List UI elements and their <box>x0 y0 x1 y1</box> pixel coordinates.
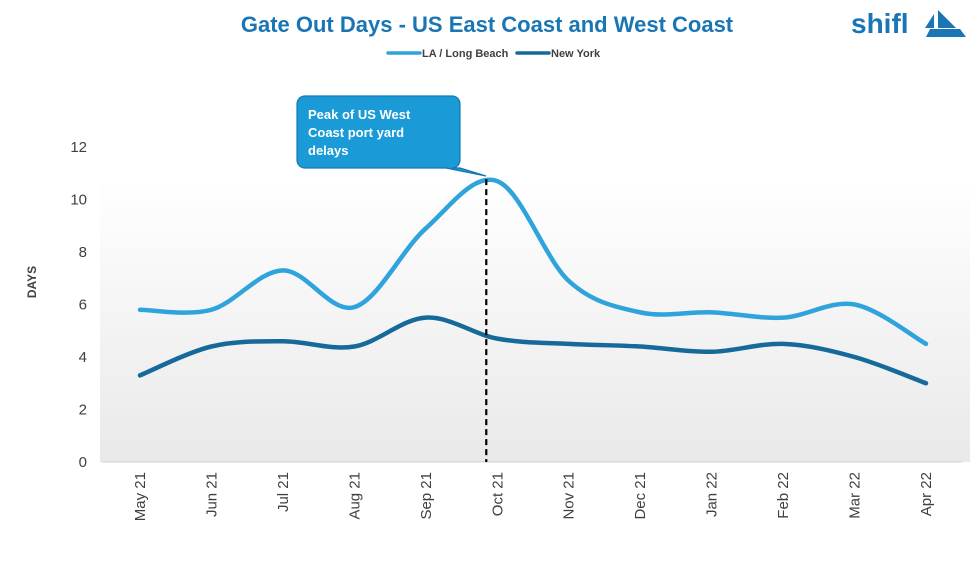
y-axis-label: DAYS <box>25 266 39 298</box>
y-tick-label: 0 <box>79 454 87 471</box>
peak-callout: Peak of US West Coast port yard delays <box>296 95 487 177</box>
x-tick-label: Oct 21 <box>489 472 506 516</box>
x-tick-label: Nov 21 <box>561 472 578 520</box>
x-tick-label: Sep 21 <box>418 472 435 520</box>
logo-text: shifl <box>851 8 909 39</box>
y-tick-label: 12 <box>70 139 87 156</box>
legend-label-la: LA / Long Beach <box>422 48 509 60</box>
x-tick-label: Jul 21 <box>275 472 292 512</box>
y-tick-label: 6 <box>79 297 87 314</box>
chart-title: Gate Out Days - US East Coast and West C… <box>241 12 734 37</box>
x-tick-label: Jan 22 <box>704 472 721 517</box>
series-line-new-york <box>137 315 929 386</box>
legend: LA / Long Beach New York <box>386 48 601 60</box>
y-tick-label: 2 <box>79 402 87 419</box>
series-group <box>137 177 929 386</box>
x-tick-label: Apr 22 <box>918 472 935 516</box>
callout-line-3: delays <box>308 143 348 158</box>
x-tick-label: Jun 21 <box>203 472 220 517</box>
shifl-logo: shifl <box>851 8 966 39</box>
plot-area <box>100 178 970 462</box>
y-tick-label: 4 <box>79 349 87 366</box>
sailboat-icon <box>925 10 966 37</box>
series-line-la-long-beach <box>137 177 929 347</box>
y-tick-label: 10 <box>70 192 87 209</box>
x-tick-label: Feb 22 <box>775 472 792 519</box>
x-tick-label: Aug 21 <box>346 472 363 520</box>
callout-line-1: Peak of US West <box>308 107 411 122</box>
callout-bubble <box>296 95 487 177</box>
x-axis-ticks: May 21 Jun 21 Jul 21 Aug 21 Sep 21 Oct 21 Nov … <box>132 472 935 521</box>
y-tick-label: 8 <box>79 244 87 261</box>
legend-label-ny: New York <box>551 48 601 60</box>
y-axis-ticks: 0 2 4 6 8 10 12 <box>70 139 87 471</box>
x-tick-label: Dec 21 <box>632 472 649 520</box>
x-tick-label: Mar 22 <box>847 472 864 519</box>
x-tick-label: May 21 <box>132 472 149 521</box>
callout-line-2: Coast port yard <box>308 125 404 140</box>
